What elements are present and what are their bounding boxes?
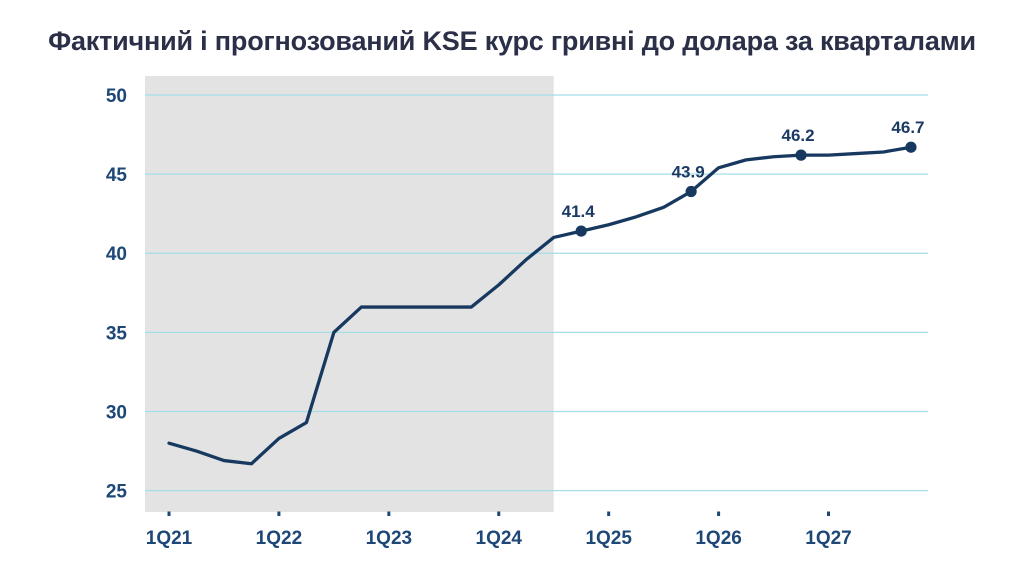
data-point-label: 46.2 xyxy=(781,126,814,145)
x-axis-tick-marks xyxy=(167,511,831,516)
x-axis-label: 1Q24 xyxy=(476,528,523,549)
y-axis-label: 40 xyxy=(106,244,127,265)
y-axis-tick-labels: 25 30 35 40 45 50 xyxy=(106,86,128,503)
x-axis-tick xyxy=(167,511,171,516)
data-point-label: 46.7 xyxy=(891,118,924,137)
x-axis-tick xyxy=(717,511,721,516)
data-point-label: 43.9 xyxy=(672,163,705,182)
x-axis-label: 1Q27 xyxy=(805,528,851,549)
x-axis-tick-labels: 1Q21 1Q22 1Q23 1Q24 1Q25 1Q26 1Q27 xyxy=(146,528,852,549)
x-axis-label: 1Q26 xyxy=(695,528,741,549)
y-axis-label: 30 xyxy=(106,403,127,424)
data-point-label: 41.4 xyxy=(562,202,596,221)
x-axis-label: 1Q22 xyxy=(256,528,302,549)
x-axis-tick xyxy=(497,511,501,516)
x-axis-label: 1Q21 xyxy=(146,528,193,549)
data-point-marker xyxy=(905,141,917,153)
data-point-marker xyxy=(685,185,697,198)
data-point-markers xyxy=(575,141,917,237)
actual-period-shading xyxy=(145,76,554,512)
x-axis-tick xyxy=(827,511,831,516)
y-axis-label: 45 xyxy=(106,165,128,186)
chart-title: Фактичний і прогнозований KSE курс гривн… xyxy=(48,26,976,56)
data-point-marker xyxy=(575,225,587,237)
y-axis-label: 25 xyxy=(106,482,128,503)
y-axis-label: 35 xyxy=(106,323,128,344)
x-axis-label: 1Q23 xyxy=(366,528,412,549)
x-axis-tick xyxy=(387,511,391,516)
exchange-rate-line xyxy=(167,145,913,466)
x-axis-tick xyxy=(607,511,611,516)
x-axis-label: 1Q25 xyxy=(585,528,632,549)
x-axis-tick xyxy=(277,511,281,516)
y-axis-label: 50 xyxy=(106,86,127,107)
data-point-labels: 41.4 43.9 46.2 46.7 xyxy=(562,118,925,221)
data-point-marker xyxy=(795,149,807,161)
